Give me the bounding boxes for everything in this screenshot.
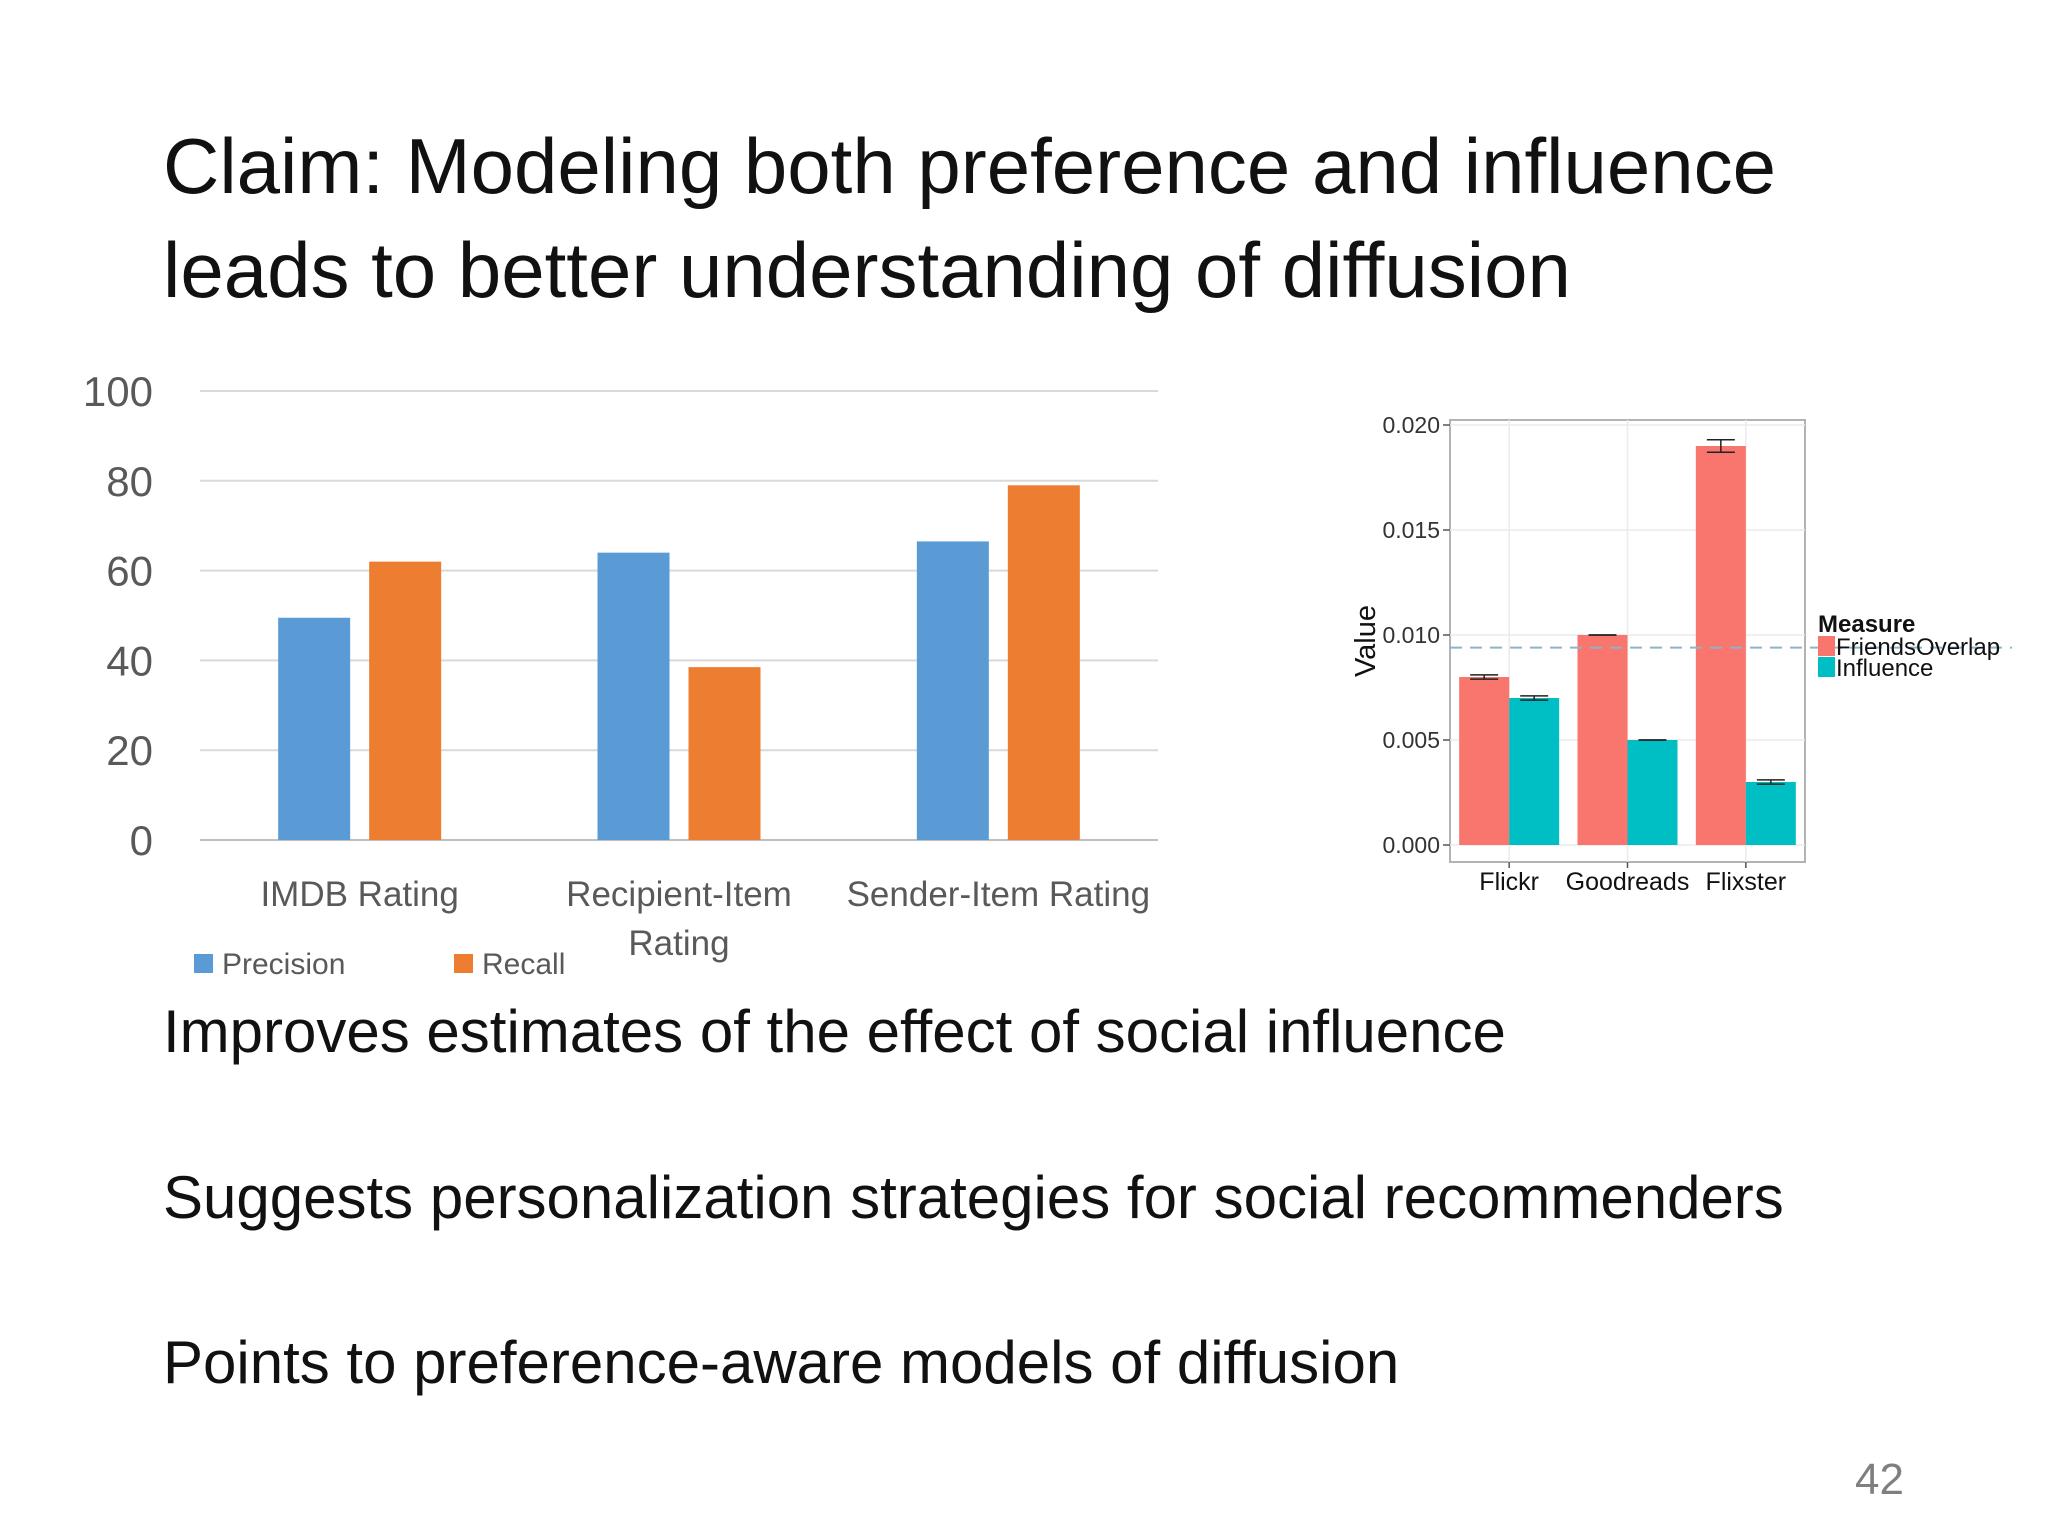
bar-precision [916, 541, 989, 840]
y-tick-label: 40 [106, 637, 153, 684]
y-tick-label: 0.010 [1382, 622, 1440, 648]
legend-label-influence: Influence [1836, 655, 1933, 682]
slide-title: Claim: Modeling both preference and infl… [163, 122, 1776, 314]
bullet-personalization: Suggests personalization strategies for … [163, 1164, 1784, 1231]
page-number: 42 [1855, 1455, 1904, 1504]
legend-swatch-friendsoverlap [1818, 636, 1835, 656]
x-category-label: Flickr [1479, 868, 1539, 896]
legend-swatch-recall [454, 954, 473, 973]
bar-influence [1627, 740, 1678, 845]
y-tick-label: 20 [106, 727, 153, 774]
x-category-label: IMDB Rating [260, 875, 458, 914]
y-tick-label: 60 [106, 548, 153, 595]
x-category-label: Flixster [1706, 868, 1787, 896]
y-tick-label: 0.000 [1382, 832, 1440, 858]
x-category-label: Sender-Item Rating [847, 875, 1150, 914]
precision-recall-chart: 0 20 40 60 80 100 IMDB Rating Recipient-Item Rat… [83, 368, 1158, 981]
bar-friendsoverlap [1577, 635, 1628, 845]
bar-precision [597, 552, 670, 840]
legend-label-precision: Precision [222, 948, 345, 981]
legend-label-recall: Recall [482, 948, 565, 981]
bar-recall [688, 667, 761, 840]
bar-recall [369, 561, 442, 840]
bar-precision [278, 617, 351, 840]
y-tick-label: 0.015 [1382, 517, 1440, 543]
y-tick-label: 100 [83, 368, 153, 415]
legend-title: Measure [1818, 611, 1915, 638]
y-axis-label: Value [1350, 605, 1382, 677]
bar-recall [1007, 485, 1080, 840]
bar-influence [1509, 698, 1560, 845]
x-category-label: Goodreads [1566, 868, 1690, 896]
legend-swatch-precision [194, 954, 213, 973]
legend-swatch-influence [1818, 657, 1835, 677]
y-tick-label: 0 [130, 817, 153, 864]
measure-value-chart: 0.000 0.005 0.010 0.015 0.020 Value Flickr Good… [1350, 412, 2012, 896]
y-tick-label: 0.005 [1382, 727, 1440, 753]
bar-influence [1745, 782, 1796, 845]
bullet-diffusion-models: Points to preference-aware models of dif… [163, 1329, 1400, 1396]
legend-label-friendsoverlap: FriendsOverlap [1836, 634, 2000, 661]
bar-friendsoverlap [1695, 446, 1746, 845]
x-category-label: Recipient-Item Rating [566, 875, 792, 963]
bar-friendsoverlap [1459, 677, 1510, 845]
y-tick-label: 0.020 [1382, 412, 1440, 438]
bullet-social-influence: Improves estimates of the effect of soci… [163, 998, 1506, 1065]
y-tick-label: 80 [106, 458, 153, 505]
